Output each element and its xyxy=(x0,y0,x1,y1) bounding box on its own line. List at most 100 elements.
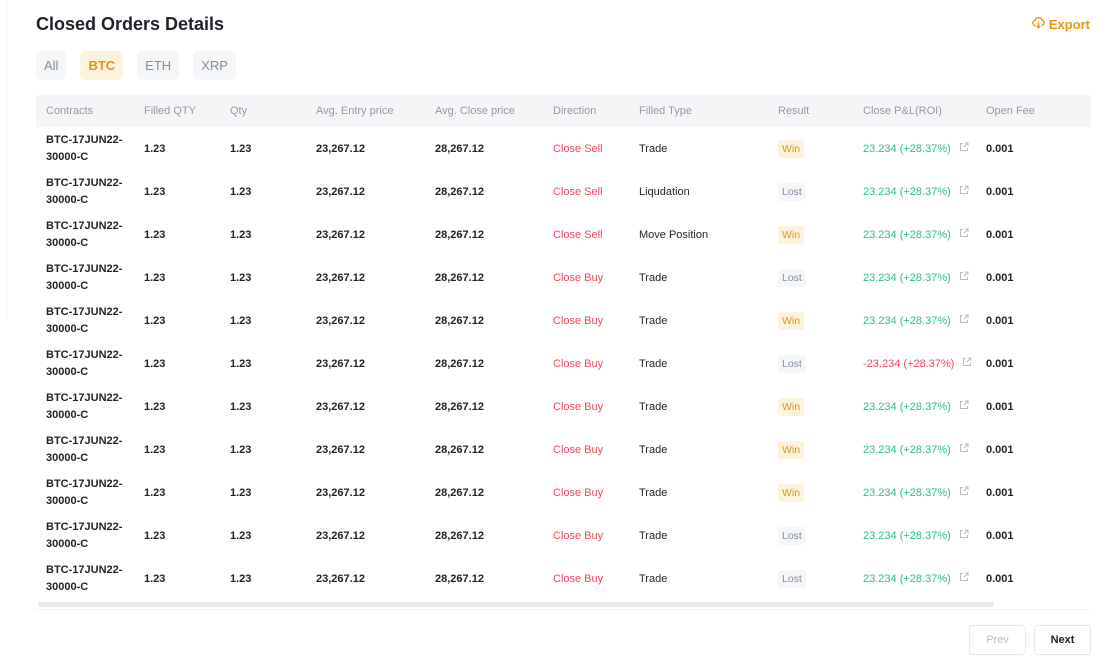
external-link-icon[interactable] xyxy=(959,185,969,198)
pnl-wrapper: 23.234 (+28.37%) xyxy=(863,486,986,499)
external-link-icon[interactable] xyxy=(959,314,969,327)
cell-entry-price: 23,267.12 xyxy=(316,185,365,198)
cell-contract: BTC-17JUN22-​30000-C xyxy=(36,433,144,467)
cell-contract: BTC-17JUN22-​30000-C xyxy=(36,261,144,295)
direction-text: Close Buy xyxy=(553,486,604,499)
cell-entry-price: 23,267.12 xyxy=(316,271,365,284)
cell-result: Lost xyxy=(778,526,863,545)
table-row[interactable]: BTC-17JUN22-​30000-C 1.23 1.23 23,267.12 28,… xyxy=(36,170,1091,213)
external-link-icon[interactable] xyxy=(959,142,969,155)
cell-open-fee: 0.001 xyxy=(986,314,1014,327)
cell-direction: Close Buy xyxy=(553,487,639,499)
export-button[interactable]: Export xyxy=(1031,16,1090,32)
horizontal-scrollbar[interactable] xyxy=(38,602,994,607)
cell-contract: BTC-17JUN22-​30000-C xyxy=(36,347,144,381)
cell-pnl: 23.234 (+28.37%) xyxy=(863,572,986,585)
next-button[interactable]: Next xyxy=(1034,625,1091,655)
contract-name: BTC-17JUN22-​30000-C xyxy=(46,348,123,378)
external-link-icon[interactable] xyxy=(959,228,969,241)
direction-text: Close Buy xyxy=(553,529,604,542)
cell-direction: Close Sell xyxy=(553,143,639,155)
external-link-icon[interactable] xyxy=(962,357,972,370)
cell-close-price: 28,267.12 xyxy=(435,400,484,413)
cell-filled-qty: 1.23 xyxy=(144,185,166,198)
pnl-wrapper: 23.234 (+28.37%) xyxy=(863,142,986,155)
cell-open-fee: 0.001 xyxy=(986,357,1014,370)
table-row[interactable]: BTC-17JUN22-​30000-C 1.23 1.23 23,267.12 28,… xyxy=(36,256,1091,299)
pnl-wrapper: 23.234 (+28.37%) xyxy=(863,314,986,327)
cell-filled-type: Trade xyxy=(639,358,778,370)
pnl-wrapper: 23.234 (+28.37%) xyxy=(863,443,986,456)
table-row[interactable]: BTC-17JUN22-​30000-C 1.23 1.23 23,267.12 28,… xyxy=(36,471,1091,514)
table-row[interactable]: BTC-17JUN22-​30000-C 1.23 1.23 23,267.12 28,… xyxy=(36,299,1091,342)
direction-text: Close Buy xyxy=(553,400,604,413)
pnl-wrapper: 23.234 (+28.37%) xyxy=(863,185,986,198)
cell-qty: 1.23 xyxy=(230,142,252,155)
table-row[interactable]: BTC-17JUN22-​30000-C 1.23 1.23 23,267.12 28,… xyxy=(36,213,1091,256)
cell-contract: BTC-17JUN22-​30000-C xyxy=(36,519,144,553)
cell-filled-type: Trade xyxy=(639,487,778,499)
column-header: Qty xyxy=(230,105,248,117)
filled-type-text: Trade xyxy=(639,142,668,155)
tab-btc[interactable]: BTC xyxy=(80,51,124,80)
column-header: Direction xyxy=(553,105,597,117)
tab-all[interactable]: All xyxy=(36,51,67,80)
cell-close-price: 28,267.12 xyxy=(435,142,484,155)
cell-open-fee: 0.001 xyxy=(986,400,1014,413)
cell-qty: 1.23 xyxy=(230,357,252,370)
cell-filled-qty: 1.23 xyxy=(144,228,166,241)
prev-button[interactable]: Prev xyxy=(969,625,1026,655)
cell-result: Win xyxy=(778,483,863,502)
cell-qty: 1.23 xyxy=(230,185,252,198)
contract-name: BTC-17JUN22-​30000-C xyxy=(46,133,123,163)
cell-open-fee: 0.001 xyxy=(986,271,1014,284)
filled-type-text: Liqudation xyxy=(639,185,690,198)
table-body: BTC-17JUN22-​30000-C 1.23 1.23 23,267.12 28,… xyxy=(36,127,1091,600)
pnl-wrapper: 23.234 (+28.37%) xyxy=(863,400,986,413)
cell-qty: 1.23 xyxy=(230,314,252,327)
cell-filled-qty: 1.23 xyxy=(144,142,166,155)
pnl-wrapper: 23.234 (+28.37%) xyxy=(863,572,986,585)
cell-contract: BTC-17JUN22-​30000-C xyxy=(36,476,144,510)
table-row[interactable]: BTC-17JUN22-​30000-C 1.23 1.23 23,267.12 28,… xyxy=(36,428,1091,471)
cell-result: Win xyxy=(778,225,863,244)
cell-pnl: 23.234 (+28.37%) xyxy=(863,142,986,155)
cell-close-price: 28,267.12 xyxy=(435,228,484,241)
cell-direction: Close Buy xyxy=(553,272,639,284)
external-link-icon[interactable] xyxy=(959,400,969,413)
contract-name: BTC-17JUN22-​30000-C xyxy=(46,262,123,292)
tab-eth[interactable]: ETH xyxy=(137,51,180,80)
table-row[interactable]: BTC-17JUN22-​30000-C 1.23 1.23 23,267.12 28,… xyxy=(36,127,1091,170)
cell-close-price: 28,267.12 xyxy=(435,185,484,198)
cell-result: Win xyxy=(778,397,863,416)
external-link-icon[interactable] xyxy=(959,572,969,585)
contract-name: BTC-17JUN22-​30000-C xyxy=(46,434,123,464)
external-link-icon[interactable] xyxy=(959,486,969,499)
cell-pnl: 23.234 (+28.37%) xyxy=(863,314,986,327)
result-badge: Win xyxy=(778,397,805,416)
table-row[interactable]: BTC-17JUN22-​30000-C 1.23 1.23 23,267.12 28,… xyxy=(36,514,1091,557)
table-row[interactable]: BTC-17JUN22-​30000-C 1.23 1.23 23,267.12 28,… xyxy=(36,385,1091,428)
external-link-icon[interactable] xyxy=(959,271,969,284)
cell-close-price: 28,267.12 xyxy=(435,486,484,499)
cell-entry-price: 23,267.12 xyxy=(316,572,365,585)
external-link-icon[interactable] xyxy=(959,443,969,456)
direction-text: Close Sell xyxy=(553,185,603,198)
column-header: Contracts xyxy=(46,105,94,117)
contract-name: BTC-17JUN22-​30000-C xyxy=(46,176,123,206)
direction-text: Close Sell xyxy=(553,142,603,155)
table-row[interactable]: BTC-17JUN22-​30000-C 1.23 1.23 23,267.12 28,… xyxy=(36,342,1091,385)
result-badge: Win xyxy=(778,139,805,158)
cell-qty: 1.23 xyxy=(230,572,252,585)
cloud-download-icon xyxy=(1031,16,1045,32)
cell-filled-qty: 1.23 xyxy=(144,572,166,585)
external-link-icon[interactable] xyxy=(959,529,969,542)
column-header: Filled QTY xyxy=(144,105,196,117)
table-row[interactable]: BTC-17JUN22-​30000-C 1.23 1.23 23,267.12 28,… xyxy=(36,557,1091,600)
tab-xrp[interactable]: XRP xyxy=(193,51,236,80)
pnl-value: 23.234 (+28.37%) xyxy=(863,486,951,499)
cell-open-fee: 0.001 xyxy=(986,486,1014,499)
pnl-value: 23.234 (+28.37%) xyxy=(863,228,951,241)
cell-pnl: 23.234 (+28.37%) xyxy=(863,228,986,241)
pnl-value: -23.234 (+28.37%) xyxy=(863,357,955,370)
